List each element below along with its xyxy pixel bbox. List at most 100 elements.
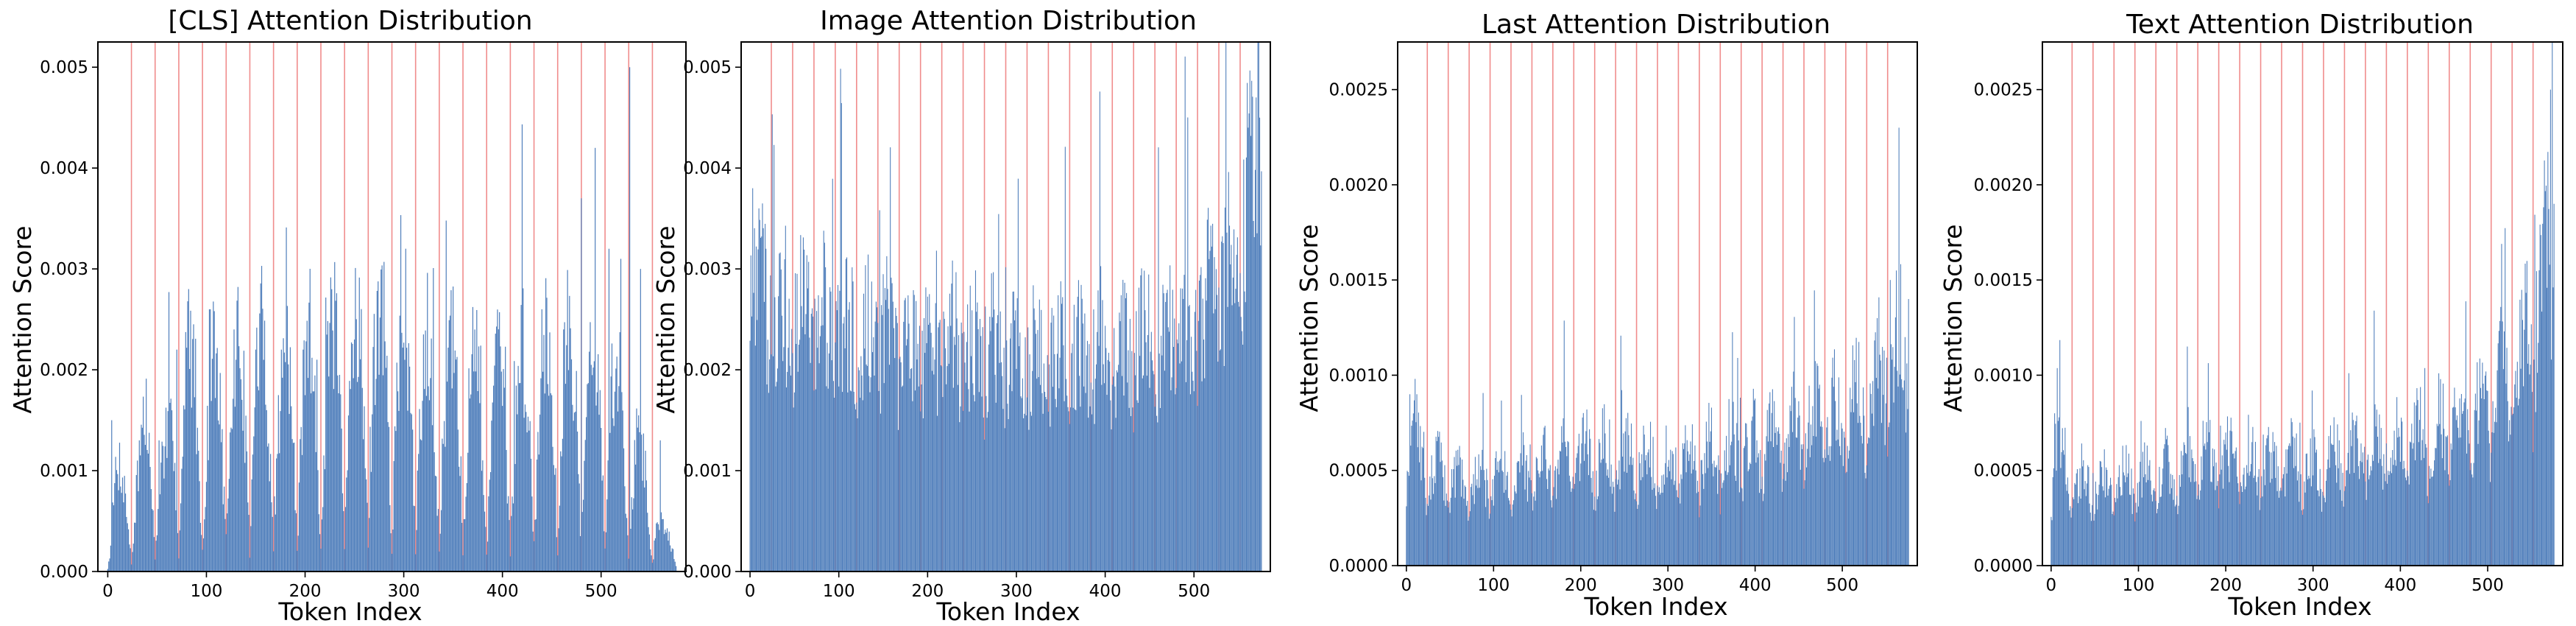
attention-bar — [952, 387, 954, 572]
attention-bar — [225, 534, 227, 572]
attention-bar — [751, 316, 753, 572]
attention-bar — [2282, 474, 2284, 566]
attention-bar — [1117, 372, 1119, 572]
attention-bar — [572, 404, 573, 572]
attention-bar — [1756, 440, 1758, 566]
attention-bar — [891, 283, 893, 572]
attention-bar — [1902, 387, 1903, 566]
y-tick-label: 0.0000 — [1974, 557, 2033, 576]
attention-bar — [1473, 474, 1474, 566]
attention-bar — [376, 290, 378, 572]
attention-bar — [1220, 349, 1221, 572]
attention-bar — [1435, 436, 1437, 566]
attention-bar — [1215, 269, 1217, 572]
attention-bar — [152, 510, 154, 572]
attention-bar — [1884, 445, 1886, 566]
attention-bar — [2176, 496, 2178, 566]
attention-bar — [2553, 203, 2555, 566]
attention-bar — [2244, 489, 2246, 566]
attention-bar — [993, 272, 994, 572]
attention-bar — [1641, 454, 1643, 566]
attention-bar — [1520, 453, 1521, 566]
attention-bar — [2097, 509, 2098, 566]
attention-bar — [2533, 359, 2535, 566]
attention-bar — [912, 401, 913, 572]
attention-bar — [895, 308, 896, 572]
attention-bar — [911, 367, 913, 572]
attention-bar — [1591, 492, 1593, 566]
attention-bar — [470, 394, 472, 572]
attention-bar — [197, 427, 199, 572]
attention-bar — [126, 516, 127, 572]
attention-bar — [1593, 510, 1595, 566]
attention-bar — [467, 452, 469, 572]
attention-bar — [1230, 264, 1231, 572]
attention-bar — [2256, 482, 2257, 566]
attention-bar — [178, 558, 180, 572]
attention-bar — [939, 320, 941, 572]
attention-bar — [1903, 390, 1904, 566]
attention-bar — [1170, 390, 1172, 572]
attention-bar — [2418, 442, 2419, 566]
attention-bar — [2212, 466, 2215, 566]
attention-bar — [1167, 289, 1168, 572]
attention-bar — [2502, 369, 2504, 566]
attention-bar — [277, 395, 279, 572]
attention-bar — [635, 464, 637, 572]
attention-bar — [2343, 506, 2344, 566]
attention-bar — [2345, 486, 2346, 566]
attention-bar — [1733, 434, 1735, 566]
attention-bar — [2322, 491, 2324, 566]
attention-bar — [459, 476, 461, 572]
attention-bar — [846, 257, 848, 572]
attention-bar — [1434, 482, 1436, 566]
attention-bar — [2172, 474, 2173, 566]
attention-bar — [1784, 442, 1786, 566]
attention-bar — [2522, 320, 2523, 566]
attention-bar — [1222, 243, 1224, 572]
attention-bar — [2384, 474, 2385, 566]
attention-bar — [757, 249, 759, 572]
attention-bar — [1119, 321, 1121, 572]
attention-bar — [1191, 337, 1192, 572]
attention-bar — [2538, 270, 2540, 566]
attention-bar — [2243, 468, 2245, 566]
attention-bar — [2132, 488, 2134, 566]
y-tick-label: 0.005 — [40, 58, 88, 77]
attention-bar — [2168, 462, 2170, 566]
attention-bar — [2324, 497, 2325, 566]
attention-bar — [1452, 487, 1454, 566]
attention-bar — [529, 421, 531, 572]
attention-bar — [1600, 463, 1602, 566]
attention-bar — [2054, 413, 2056, 566]
attention-bar — [1172, 347, 1175, 572]
attention-bar — [228, 479, 230, 572]
attention-bar — [933, 374, 935, 572]
attention-bar — [1549, 465, 1551, 566]
attention-bar — [1633, 490, 1635, 566]
attention-bar — [1022, 378, 1023, 572]
attention-bar — [1896, 270, 1897, 566]
attention-bar — [1463, 499, 1465, 566]
attention-bar — [1792, 432, 1794, 566]
attention-bar — [991, 273, 992, 572]
attention-bar — [1040, 384, 1041, 572]
attention-bar — [753, 292, 754, 572]
attention-bar — [1042, 413, 1044, 572]
attention-bar — [2371, 470, 2372, 566]
attention-bar — [1666, 477, 1668, 566]
attention-bar — [1589, 429, 1590, 566]
attention-bar — [810, 362, 811, 572]
attention-bar — [1148, 274, 1150, 572]
attention-bar — [787, 371, 788, 572]
attention-bar — [2490, 482, 2491, 566]
attention-bar — [486, 555, 487, 572]
attention-bar — [1118, 365, 1119, 572]
attention-bar — [998, 214, 999, 572]
attention-bar — [986, 418, 988, 572]
attention-bar — [2543, 207, 2544, 566]
attention-bar — [1562, 442, 1563, 566]
attention-bar — [303, 340, 305, 572]
attention-bar — [631, 497, 632, 572]
